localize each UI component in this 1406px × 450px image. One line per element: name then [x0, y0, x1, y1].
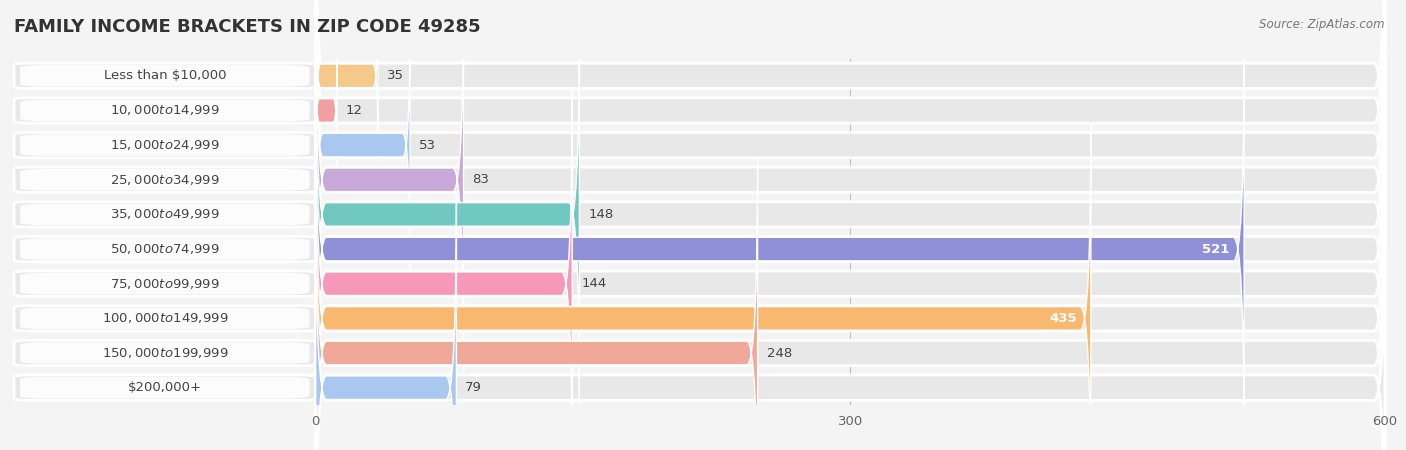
- FancyBboxPatch shape: [315, 192, 457, 450]
- FancyBboxPatch shape: [315, 88, 572, 450]
- FancyBboxPatch shape: [20, 308, 309, 329]
- FancyBboxPatch shape: [315, 54, 1385, 444]
- FancyBboxPatch shape: [20, 204, 309, 225]
- Text: $35,000 to $49,999: $35,000 to $49,999: [110, 207, 219, 221]
- FancyBboxPatch shape: [315, 0, 1385, 306]
- Text: $25,000 to $34,999: $25,000 to $34,999: [110, 173, 219, 187]
- FancyBboxPatch shape: [315, 18, 579, 410]
- Text: 435: 435: [1049, 312, 1077, 325]
- Text: $15,000 to $24,999: $15,000 to $24,999: [110, 138, 219, 152]
- Text: $75,000 to $99,999: $75,000 to $99,999: [110, 277, 219, 291]
- FancyBboxPatch shape: [315, 0, 1385, 375]
- Text: $10,000 to $14,999: $10,000 to $14,999: [110, 104, 219, 117]
- FancyBboxPatch shape: [315, 89, 1385, 450]
- FancyBboxPatch shape: [315, 0, 1385, 271]
- FancyBboxPatch shape: [315, 0, 464, 376]
- Text: 144: 144: [581, 277, 606, 290]
- FancyBboxPatch shape: [14, 340, 315, 366]
- FancyBboxPatch shape: [315, 158, 1385, 450]
- Text: $50,000 to $74,999: $50,000 to $74,999: [110, 242, 219, 256]
- Text: FAMILY INCOME BRACKETS IN ZIP CODE 49285: FAMILY INCOME BRACKETS IN ZIP CODE 49285: [14, 18, 481, 36]
- FancyBboxPatch shape: [315, 123, 1385, 450]
- Text: 248: 248: [766, 346, 792, 360]
- FancyBboxPatch shape: [315, 193, 1385, 450]
- Text: $200,000+: $200,000+: [128, 381, 202, 394]
- FancyBboxPatch shape: [315, 53, 1244, 445]
- FancyBboxPatch shape: [14, 271, 315, 297]
- FancyBboxPatch shape: [14, 63, 315, 89]
- Text: $150,000 to $199,999: $150,000 to $199,999: [101, 346, 228, 360]
- Text: 12: 12: [346, 104, 363, 117]
- FancyBboxPatch shape: [20, 169, 309, 190]
- FancyBboxPatch shape: [315, 157, 758, 450]
- FancyBboxPatch shape: [20, 65, 309, 86]
- Text: $100,000 to $149,999: $100,000 to $149,999: [101, 311, 228, 325]
- FancyBboxPatch shape: [14, 98, 315, 123]
- FancyBboxPatch shape: [315, 0, 378, 161]
- FancyBboxPatch shape: [315, 0, 1385, 340]
- FancyBboxPatch shape: [20, 377, 309, 398]
- Text: 79: 79: [465, 381, 482, 394]
- FancyBboxPatch shape: [14, 167, 315, 193]
- Text: 83: 83: [472, 173, 489, 186]
- Text: Less than $10,000: Less than $10,000: [104, 69, 226, 82]
- Text: 521: 521: [1202, 243, 1230, 256]
- Text: 35: 35: [387, 69, 404, 82]
- FancyBboxPatch shape: [315, 122, 1091, 450]
- FancyBboxPatch shape: [20, 342, 309, 364]
- FancyBboxPatch shape: [14, 202, 315, 227]
- FancyBboxPatch shape: [20, 238, 309, 260]
- FancyBboxPatch shape: [14, 375, 315, 400]
- FancyBboxPatch shape: [315, 53, 337, 168]
- FancyBboxPatch shape: [14, 236, 315, 262]
- Text: 53: 53: [419, 139, 436, 152]
- Text: Source: ZipAtlas.com: Source: ZipAtlas.com: [1260, 18, 1385, 31]
- FancyBboxPatch shape: [315, 19, 1385, 410]
- FancyBboxPatch shape: [14, 306, 315, 331]
- FancyBboxPatch shape: [315, 10, 411, 280]
- Text: 148: 148: [588, 208, 613, 221]
- FancyBboxPatch shape: [20, 273, 309, 294]
- FancyBboxPatch shape: [14, 132, 315, 158]
- FancyBboxPatch shape: [20, 100, 309, 121]
- FancyBboxPatch shape: [20, 135, 309, 156]
